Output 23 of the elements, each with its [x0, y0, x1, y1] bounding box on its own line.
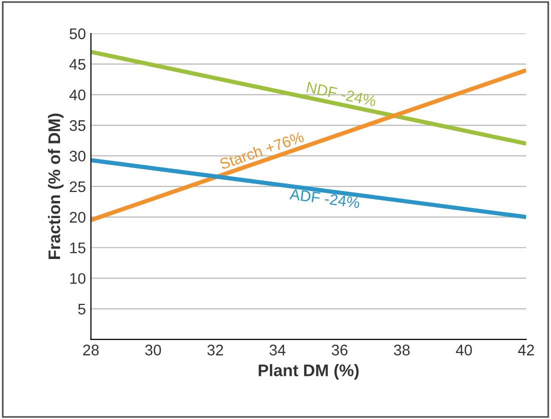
x-tick-label: 32	[207, 344, 224, 356]
y-tick-label: 10	[70, 273, 86, 284]
x-tick-label: 42	[518, 344, 534, 356]
x-tick-label: 40	[456, 344, 472, 356]
y-tick-label: 15	[70, 242, 86, 254]
y-tick-label: 30	[70, 150, 86, 162]
y-axis-title: Fraction (% of DM)	[48, 114, 64, 259]
x-tick-label: 38	[394, 344, 410, 356]
x-axis-title: Plant DM (%)	[258, 364, 359, 380]
annotation: ADF -24%	[289, 188, 360, 208]
x-tick-label: 28	[83, 344, 99, 356]
annotation: Starch +76%	[218, 130, 304, 170]
x-tick-label: 30	[145, 344, 161, 356]
y-tick-label: 20	[70, 212, 86, 223]
y-tick-label: 25	[70, 181, 86, 192]
x-tick-label: 36	[332, 344, 348, 356]
y-tick-label: 35	[70, 120, 86, 131]
annotation: NDF -24%	[306, 82, 377, 107]
y-tick-label: 40	[69, 90, 86, 100]
y-tick-label: 45	[69, 59, 86, 70]
y-tick-label: 5	[78, 304, 86, 314]
x-tick-label: 34	[270, 344, 286, 356]
y-tick-label: 50	[70, 28, 86, 40]
